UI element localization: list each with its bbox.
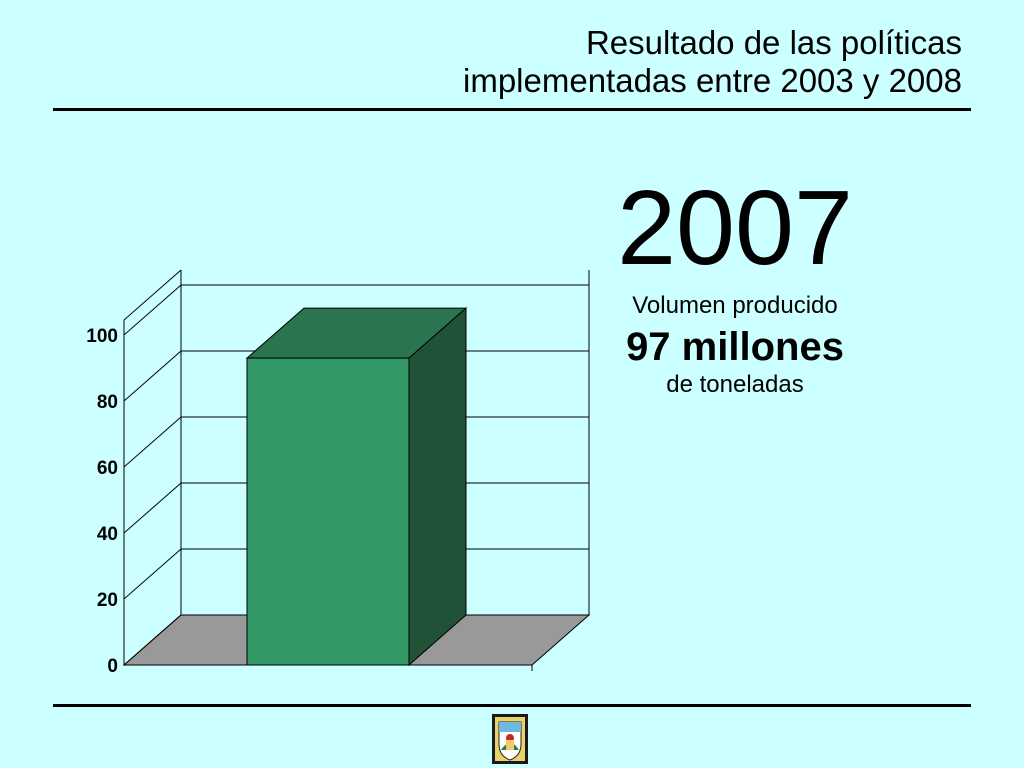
bar: [246, 357, 410, 666]
side-gridline: [123, 416, 182, 468]
side-gridline: [123, 284, 182, 336]
side-wall-top-edge: [123, 269, 182, 321]
y-tick-label: 100: [86, 326, 118, 347]
highlight-year: 2007: [617, 169, 853, 287]
bar-side-face: [408, 306, 467, 667]
chart-bars: [245, 306, 468, 667]
side-gridline: [123, 482, 182, 534]
volume-value: 97 millones: [626, 325, 844, 369]
side-gridline: [123, 350, 182, 402]
volume-unit: de toneladas: [666, 371, 804, 398]
title-line-1: Resultado de las políticas: [585, 24, 962, 61]
title-line-2: implementadas entre 2003 y 2008: [463, 62, 962, 99]
top-divider: [53, 108, 971, 111]
chart-y-ticks: 0 20 40 60 80 100: [86, 326, 118, 677]
slide-title: Resultado de las políticas implementadas…: [463, 24, 962, 100]
side-gridline: [123, 548, 182, 600]
y-tick-label: 20: [97, 590, 118, 611]
y-tick-label: 80: [97, 392, 118, 413]
side-gridline: [123, 614, 182, 666]
coat-of-arms-icon: [492, 714, 528, 764]
y-tick-label: 60: [97, 458, 118, 479]
y-tick-label: 40: [97, 524, 118, 545]
volume-label: Volumen producido: [632, 292, 838, 319]
y-tick-label: 0: [107, 656, 118, 677]
bottom-divider: [53, 704, 971, 707]
